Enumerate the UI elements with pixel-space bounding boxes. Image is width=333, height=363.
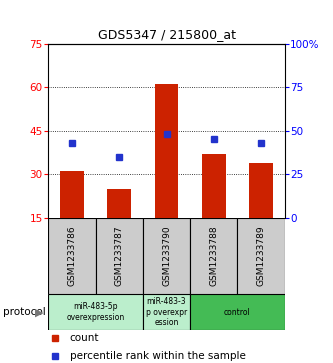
Text: GSM1233788: GSM1233788 — [209, 225, 218, 286]
Text: count: count — [70, 334, 99, 343]
Text: ▶: ▶ — [35, 307, 44, 317]
Title: GDS5347 / 215800_at: GDS5347 / 215800_at — [98, 28, 235, 41]
Bar — [60, 171, 84, 218]
Text: miR-483-5p
overexpression: miR-483-5p overexpression — [67, 302, 125, 322]
Bar — [143, 218, 190, 294]
Bar — [48, 294, 143, 330]
Bar — [48, 218, 96, 294]
Text: GSM1233790: GSM1233790 — [162, 225, 171, 286]
Bar — [155, 84, 178, 218]
Bar — [143, 294, 190, 330]
Bar — [249, 163, 273, 218]
Bar — [107, 189, 131, 218]
Text: percentile rank within the sample: percentile rank within the sample — [70, 351, 245, 362]
Text: protocol: protocol — [3, 307, 46, 317]
Text: GSM1233787: GSM1233787 — [115, 225, 124, 286]
Bar — [237, 218, 285, 294]
Text: miR-483-3
p overexpr
ession: miR-483-3 p overexpr ession — [146, 297, 187, 327]
Bar — [190, 294, 285, 330]
Bar — [202, 154, 226, 218]
Text: control: control — [224, 308, 251, 317]
Text: GSM1233789: GSM1233789 — [256, 225, 266, 286]
Bar — [190, 218, 237, 294]
Bar — [96, 218, 143, 294]
Text: GSM1233786: GSM1233786 — [67, 225, 77, 286]
